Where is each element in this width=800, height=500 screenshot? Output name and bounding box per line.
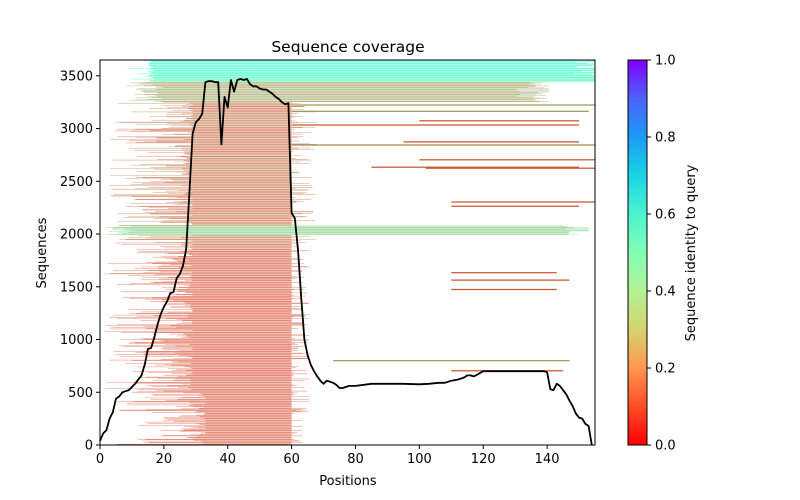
y-tick-label: 500 [68, 386, 93, 401]
alignment-row-long [451, 279, 570, 281]
alignment-row-long [451, 201, 595, 203]
alignment-row-long [451, 205, 579, 207]
alignment-row-long [291, 110, 589, 112]
alignment-row-long [425, 167, 595, 169]
x-tick-label: 100 [407, 452, 432, 467]
alignment-row-long [403, 141, 579, 143]
alignment-row-long [371, 166, 580, 168]
x-tick-label: 40 [219, 452, 236, 467]
y-tick-label: 2000 [60, 228, 93, 243]
alignment-row-long [291, 104, 595, 106]
alignment-row-long [451, 288, 557, 291]
alignment-row-long [451, 272, 557, 274]
x-axis: 0 20 40 60 80 100 120 140 [96, 445, 560, 467]
alignment-row-long [333, 360, 570, 362]
y-axis: 0 500 1000 1500 2000 2500 3000 3500 [60, 69, 100, 454]
colorbar-tick-label: 0.6 [655, 208, 676, 223]
x-tick-label: 60 [283, 452, 300, 467]
alignment-row-long [291, 144, 595, 146]
colorbar-label: Sequence identity to query [684, 164, 699, 341]
coverage-line-layer [99, 78, 593, 446]
x-tick-label: 120 [471, 452, 496, 467]
x-tick-label: 140 [535, 452, 560, 467]
colorbar-tick-label: 0.0 [655, 439, 676, 454]
alignment-rows [103, 59, 596, 445]
y-tick-label: 3000 [60, 122, 93, 137]
alignment-row-long [419, 159, 595, 161]
alignment-row-long [419, 120, 580, 122]
plot-frame [99, 59, 596, 446]
colorbar-tick-label: 1.0 [655, 54, 676, 69]
x-axis-label: Positions [319, 474, 377, 489]
colorbar-tick-label: 0.2 [655, 362, 676, 377]
y-tick-label: 0 [85, 439, 93, 454]
colorbar [627, 59, 648, 446]
x-tick-label: 0 [96, 452, 104, 467]
y-axis-label: Sequences [35, 217, 50, 288]
colorbar-ticks: 0.0 0.2 0.4 0.6 0.8 1.0 [647, 54, 676, 454]
x-tick-label: 80 [347, 452, 364, 467]
coverage-line [99, 78, 593, 446]
y-tick-label: 3500 [60, 69, 93, 84]
chart-title: Sequence coverage [271, 38, 424, 56]
y-tick-label: 1500 [60, 280, 93, 295]
colorbar-tick-label: 0.8 [655, 131, 676, 146]
colorbar-tick-label: 0.4 [655, 285, 676, 300]
alignment-row-long [291, 124, 579, 126]
y-tick-label: 2500 [60, 175, 93, 190]
y-tick-label: 1000 [60, 333, 93, 348]
x-tick-label: 20 [156, 452, 173, 467]
